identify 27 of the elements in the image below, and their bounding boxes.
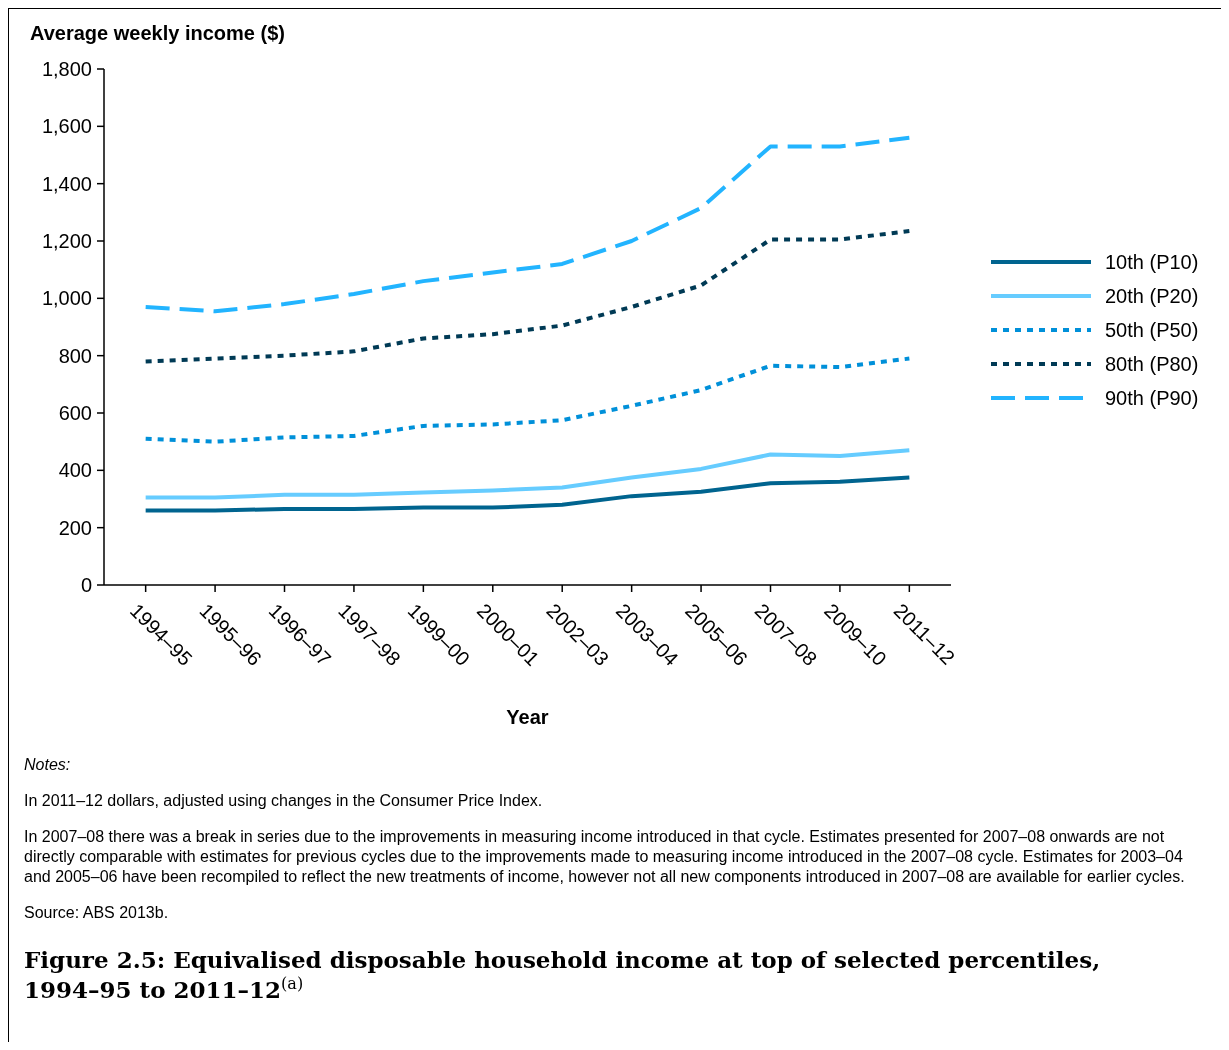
text: Notes: xyxy=(24,756,71,773)
legend-label: 50th (P50) xyxy=(1105,319,1199,341)
y-tick-label: 1,800 xyxy=(41,58,92,80)
y-tick-label: 1,200 xyxy=(41,230,92,252)
y-tick-label: 1,000 xyxy=(41,287,92,310)
legend-label: 10th (P10) xyxy=(1105,251,1199,273)
line-series xyxy=(143,228,912,364)
line-series xyxy=(143,475,912,513)
line-series xyxy=(143,448,912,500)
y-tick-label: 200 xyxy=(58,516,92,539)
legend-label: 90th (P90) xyxy=(1105,387,1199,409)
y-axis-title: Average weekly income ($) xyxy=(30,22,285,44)
line-series xyxy=(143,356,912,444)
y-tick-label: 400 xyxy=(58,459,92,482)
x-axis-title: Year xyxy=(506,706,549,728)
y-tick-label: 0 xyxy=(80,574,92,596)
text: In 2007–08 there was a break in series due to the improvements in measuring income introduced in that cycle. Estimates presented for 2007–08 onwards are not directly comparable with estimates for previous cycles due to the improvements made to measuring income introduced in the 2007–08 cycle. Estimates for 2003–04 and 2005–06 have been recompiled to reflect the new treatments of income, however not all new components introduced in 2007–08 are available for earlier cycles. xyxy=(24,828,1185,885)
legend-label: 80th (P80) xyxy=(1105,353,1199,375)
y-tick-label: 600 xyxy=(58,402,92,424)
legend-label: 20th (P20) xyxy=(1105,285,1199,307)
text: In 2011–12 dollars, adjusted using changes in the Consumer Price Index. xyxy=(24,792,543,809)
y-tick-label: 1,400 xyxy=(41,172,92,195)
source-note: Source: ABS 2013b. xyxy=(24,904,169,921)
y-tick-label: 1,600 xyxy=(41,115,92,138)
line-series xyxy=(143,135,912,314)
text: Figure 2.5: Equivalised disposable household income at top of selected percentiles, 1994–95 to 2011–12$^{(a)}$ xyxy=(24,946,1101,1003)
y-tick-label: 800 xyxy=(58,344,92,367)
